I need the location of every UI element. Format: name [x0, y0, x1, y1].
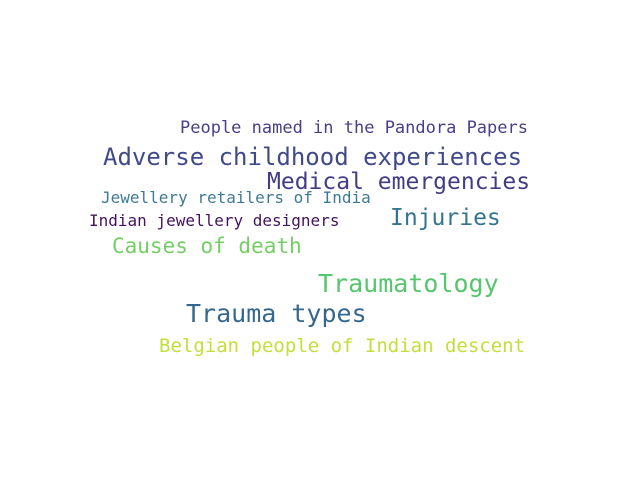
word-adverse-childhood-experiences: Adverse childhood experiences [103, 143, 523, 171]
word-belgian-people-of-indian-descent: Belgian people of Indian descent [159, 335, 526, 357]
word-trauma-types: Trauma types [186, 299, 367, 328]
word-indian-jewellery-designers: Indian jewellery designers [89, 211, 340, 230]
word-injuries: Injuries [390, 205, 501, 231]
word-people-named-in-pandora-papers: People named in the Pandora Papers [180, 118, 528, 138]
word-traumatology: Traumatology [318, 269, 499, 298]
word-causes-of-death: Causes of death [112, 234, 302, 258]
word-medical-emergencies: Medical emergencies [267, 169, 531, 195]
word-jewellery-retailers-of-india: Jewellery retailers of India [101, 188, 371, 207]
